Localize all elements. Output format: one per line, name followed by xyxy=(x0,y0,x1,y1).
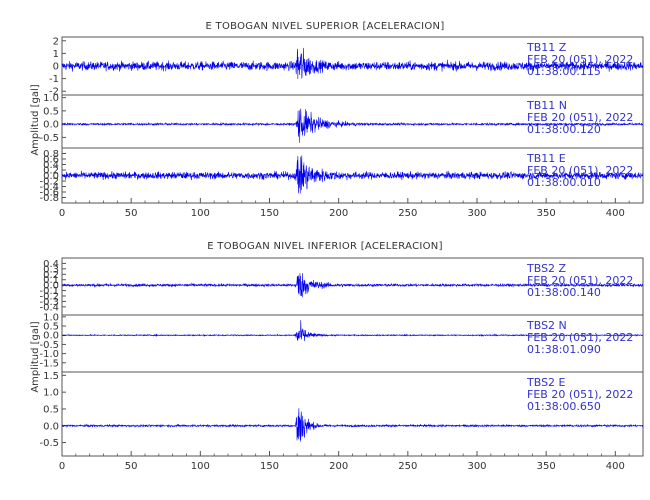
waveform-trace xyxy=(61,155,644,194)
y-tick-label: 0.0 xyxy=(43,171,59,182)
y-axis-label: Amplitud [gal] xyxy=(30,84,41,155)
x-tick-label: 100 xyxy=(191,461,210,472)
x-tick-label: 50 xyxy=(125,461,138,472)
x-tick-label: 50 xyxy=(125,208,138,219)
y-tick-label: -1.5 xyxy=(39,358,59,369)
y-tick-label: -0.5 xyxy=(39,438,59,449)
waveform-trace xyxy=(61,408,644,442)
series-tb11-e: 0.80.60.40.20.0-0.2-0.4-0.6-0.8 TB11 EFEB… xyxy=(39,147,644,204)
waveform-trace xyxy=(61,273,644,298)
trace-time-label: 01:38:00.120 xyxy=(527,123,601,136)
y-tick-label: 0.5 xyxy=(43,404,59,415)
x-tick-label: 150 xyxy=(260,461,279,472)
y-tick-label: 0.0 xyxy=(43,120,59,131)
x-tick-label: 250 xyxy=(398,461,417,472)
x-tick-label: 250 xyxy=(398,208,417,219)
waveform-trace xyxy=(61,320,644,342)
y-tick-label: -0.3 xyxy=(39,297,59,308)
y-tick-label: -0.5 xyxy=(39,340,59,351)
trace-date-label: FEB 20 (051), 2022 xyxy=(527,388,633,401)
trace-time-label: 01:38:01.090 xyxy=(527,343,601,356)
trace-time-label: 01:38:00.115 xyxy=(527,65,601,78)
x-tick-label: 200 xyxy=(329,461,348,472)
y-tick-label: 0.2 xyxy=(43,166,59,177)
y-tick-label: 0.3 xyxy=(43,264,59,275)
trace-station-label: TBS2 E xyxy=(526,376,566,389)
x-tick-label: 350 xyxy=(537,208,556,219)
y-tick-label: 0.6 xyxy=(43,155,59,166)
trace-time-label: 01:38:00.010 xyxy=(527,176,601,189)
trace-station-label: TB11 E xyxy=(526,152,566,165)
y-tick-label: 2 xyxy=(53,36,59,47)
y-tick-label: -0.2 xyxy=(39,292,59,303)
trace-date-label: FEB 20 (051), 2022 xyxy=(527,164,633,177)
trace-date-label: FEB 20 (051), 2022 xyxy=(527,274,633,287)
y-tick-label: 0.1 xyxy=(43,275,59,286)
x-tick-label: 350 xyxy=(537,461,556,472)
x-tick-label: 300 xyxy=(467,461,486,472)
y-tick-label: 0.5 xyxy=(43,106,59,117)
y-tick-label: 0.4 xyxy=(43,259,59,270)
y-tick-label: -1 xyxy=(49,74,59,85)
trace-date-label: FEB 20 (051), 2022 xyxy=(527,111,633,124)
y-tick-label: 0.8 xyxy=(43,149,59,160)
chart-panel-1: E TOBOGAN NIVEL SUPERIOR [ACELERACION] Am… xyxy=(30,21,644,219)
y-tick-label: 0.0 xyxy=(43,421,59,432)
series-tbs2-z: 0.40.30.20.10.0-0.1-0.2-0.3-0.4 TBS2 ZFEB… xyxy=(39,257,644,316)
x-tick-label: 400 xyxy=(606,461,625,472)
y-tick-label: 1.5 xyxy=(43,371,59,382)
trace-station-label: TB11 N xyxy=(526,99,567,112)
y-tick-label: -0.1 xyxy=(39,286,59,297)
y-tick-label: 1.0 xyxy=(43,388,59,399)
chart-title: E TOBOGAN NIVEL SUPERIOR [ACELERACION] xyxy=(205,21,444,32)
x-tick-label: 0 xyxy=(59,461,65,472)
x-tick-label: 200 xyxy=(329,208,348,219)
y-tick-label: -0.6 xyxy=(39,188,59,199)
x-tick-label: 150 xyxy=(260,208,279,219)
y-axis-label: Amplitud [gal] xyxy=(30,321,41,392)
x-tick-label: 100 xyxy=(191,208,210,219)
y-tick-label: -0.5 xyxy=(39,133,59,144)
y-tick-label: 0.4 xyxy=(43,160,59,171)
waveform-trace xyxy=(61,47,644,79)
x-tick-label: 400 xyxy=(606,208,625,219)
y-tick-label: 0 xyxy=(53,62,59,73)
y-tick-label: -1.0 xyxy=(39,349,59,360)
trace-time-label: 01:38:00.140 xyxy=(527,286,601,299)
y-tick-label: -2 xyxy=(49,87,59,98)
y-tick-label: -0.2 xyxy=(39,177,59,188)
chart-panel-2: E TOBOGAN NIVEL INFERIOR [ACELERACION] Am… xyxy=(30,241,644,472)
y-tick-label: 0.0 xyxy=(43,281,59,292)
x-tick-label: 300 xyxy=(467,208,486,219)
y-tick-label: -0.4 xyxy=(39,182,59,193)
y-tick-label: 1.0 xyxy=(43,93,59,104)
waveform-trace xyxy=(61,108,644,143)
trace-station-label: TB11 Z xyxy=(526,41,567,54)
y-tick-label: 0.5 xyxy=(43,322,59,333)
y-tick-label: 0.2 xyxy=(43,270,59,281)
y-tick-label: 0.0 xyxy=(43,331,59,342)
x-tick-label: 0 xyxy=(59,208,65,219)
chart-title: E TOBOGAN NIVEL INFERIOR [ACELERACION] xyxy=(207,241,443,252)
y-tick-label: -0.8 xyxy=(39,193,59,204)
trace-date-label: FEB 20 (051), 2022 xyxy=(527,53,633,66)
trace-time-label: 01:38:00.650 xyxy=(527,400,601,413)
y-tick-label: 1.0 xyxy=(43,312,59,323)
y-tick-label: 1 xyxy=(53,49,59,60)
trace-station-label: TBS2 N xyxy=(526,319,567,332)
trace-station-label: TBS2 Z xyxy=(526,262,567,275)
trace-date-label: FEB 20 (051), 2022 xyxy=(527,331,633,344)
y-tick-label: -0.4 xyxy=(39,302,59,313)
